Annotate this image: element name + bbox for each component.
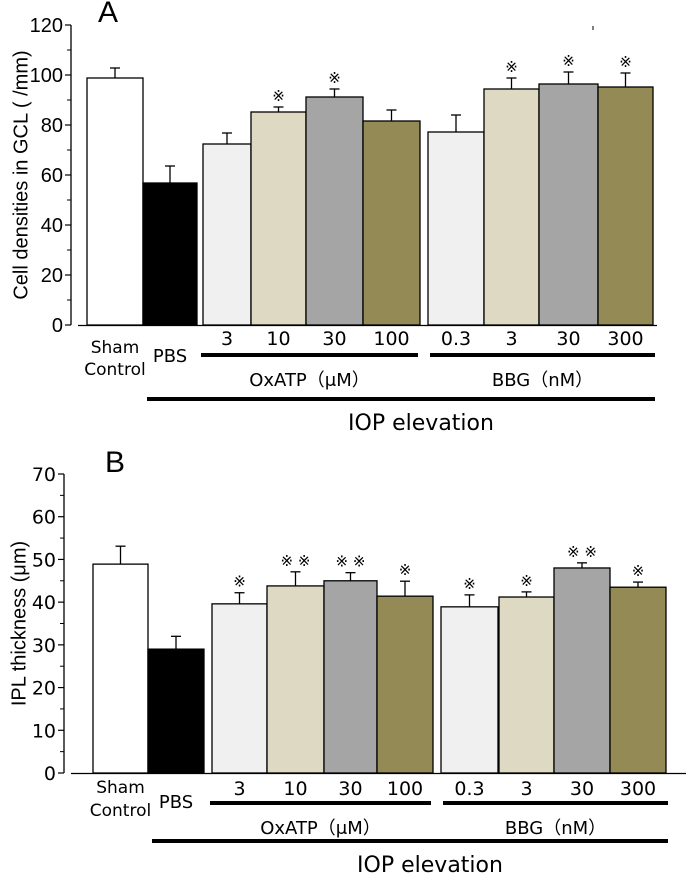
panel-b-bbg-group-line (443, 801, 668, 805)
panel-a-significance-label: ※ (328, 69, 341, 87)
panel-a-significance-label: ※ (619, 53, 632, 71)
panel-b-bar (440, 606, 499, 774)
panel-b-bar (498, 596, 555, 774)
panel-a-bar (597, 86, 654, 326)
panel-b-y-tick-label: 10 (32, 720, 56, 742)
panel-b-bar (376, 595, 434, 774)
panel-a-bbg-group-line (430, 353, 655, 357)
panel-a-y-tick-label: 100 (30, 65, 63, 87)
panel-a-bar (142, 182, 198, 326)
panel-a-dose-label: 3 (221, 328, 233, 350)
panel-b-bar (609, 586, 667, 774)
panel-b-y-tick-label: 70 (32, 464, 56, 486)
panel-a-y-tick-label: 40 (41, 215, 63, 237)
panel-b-significance-label: ※ ※ (567, 543, 597, 561)
panel-b-iop-group-line (152, 839, 668, 843)
panel-a-iop-group-label: IOP elevation (348, 411, 494, 436)
panel-a-y-tick-label: 120 (30, 15, 63, 37)
panel-b-y-tick-label: 30 (32, 635, 56, 657)
panel-b-significance-label: ※ (632, 562, 645, 580)
panel-a-significance-label: ※ (272, 87, 285, 105)
panel-b-bar (266, 585, 325, 774)
panel-b-dose-label: 100 (387, 778, 423, 800)
panel-a-dose-label: 100 (373, 328, 409, 350)
panel-b-oxatp-group-label: OxATP（μM） (260, 818, 381, 839)
panel-b-dose-label: 3 (233, 778, 245, 800)
panel-a-oxatp-group-label: OxATP（μM） (249, 370, 370, 391)
panel-b-category-label-sham: Sham (96, 778, 145, 798)
panel-b-bar (553, 567, 611, 774)
panel-b-significance-label: ※ ※ (336, 553, 366, 571)
panel-a-bar (202, 143, 252, 326)
panel-b-dose-label: 30 (338, 778, 362, 800)
panel-b-dose-label: 0.3 (454, 778, 484, 800)
panel-a-oxatp-group-line (201, 353, 418, 357)
panel-a-bar (250, 111, 307, 326)
panel-b-y-tick-label: 60 (32, 507, 56, 529)
panel-b-significance-label: ※ ※ (281, 552, 311, 570)
panel-b-y-tick-label: 50 (32, 549, 56, 571)
panel-b-oxatp-group-line (210, 801, 431, 805)
panel-b-dose-label: 10 (283, 778, 307, 800)
panel-a-y-tick-label: 0 (52, 315, 63, 337)
panel-a-bar (483, 88, 540, 326)
panel-b-y-tick-label: 0 (44, 763, 56, 785)
panel-b-category-label-control: Control (90, 801, 151, 821)
panel-b-bar (323, 580, 378, 774)
panel-a-significance-label: ※ (562, 52, 575, 70)
panel-b-significance-label: ※ (463, 575, 476, 593)
panel-a-iop-group-line (147, 397, 655, 401)
panel-a-dose-label: 300 (607, 328, 643, 350)
panel-b-category-label-pbs: PBS (159, 792, 193, 813)
panel-a-bbg-group-label: BBG（nM） (492, 370, 593, 391)
panel-a-category-label-sham: Sham (91, 338, 140, 358)
panel-b-iop-group-label: IOP elevation (357, 853, 503, 873)
panel-b-significance-label: ※ (520, 572, 533, 590)
panel-a-y-tick-label: 20 (41, 265, 63, 287)
panel-a-y-axis-label: Cell densities in GCL ( /mm) (10, 50, 32, 299)
panel-a-category-label-pbs: PBS (153, 346, 187, 367)
panel-b-bar (211, 603, 268, 774)
panel-b-significance-label: ※ (399, 561, 412, 579)
panel-a-significance-label: ※ (505, 58, 518, 76)
panel-b-y-tick-label: 40 (32, 592, 56, 614)
panel-b-dose-label: 300 (620, 778, 656, 800)
panel-b-bbg-group-label: BBG（nM） (505, 818, 606, 839)
panel-b-bar (92, 563, 149, 774)
panel-a-dose-label: 10 (266, 328, 290, 350)
panel-a-dose-label: 3 (505, 328, 517, 350)
panel-a-y-tick-label: 80 (41, 115, 63, 137)
panel-a-dose-label: 30 (556, 328, 580, 350)
panel-a-dose-label: 30 (322, 328, 346, 350)
panel-a-bar (538, 83, 599, 326)
panel-a-label: A (98, 0, 118, 29)
panel-b-label: B (105, 446, 125, 479)
panel-a-bar (362, 120, 421, 326)
panel-b-y-tick-label: 20 (32, 678, 56, 700)
panel-b-y-axis-label: IPL thickness (μm) (8, 541, 30, 706)
panel-a-dose-label: 0.3 (441, 328, 471, 350)
panel-a-category-label-control: Control (84, 360, 145, 380)
panel-b-dose-label: 30 (570, 778, 594, 800)
panel-a-bar (86, 77, 144, 326)
panel-a-bar (427, 131, 485, 326)
panel-b-significance-label: ※ (233, 573, 246, 591)
panel-a-y-tick-label: 60 (41, 165, 63, 187)
panel-b-dose-label: 3 (520, 778, 532, 800)
panel-a-bar (305, 96, 364, 326)
panel-b-bar (147, 648, 205, 774)
